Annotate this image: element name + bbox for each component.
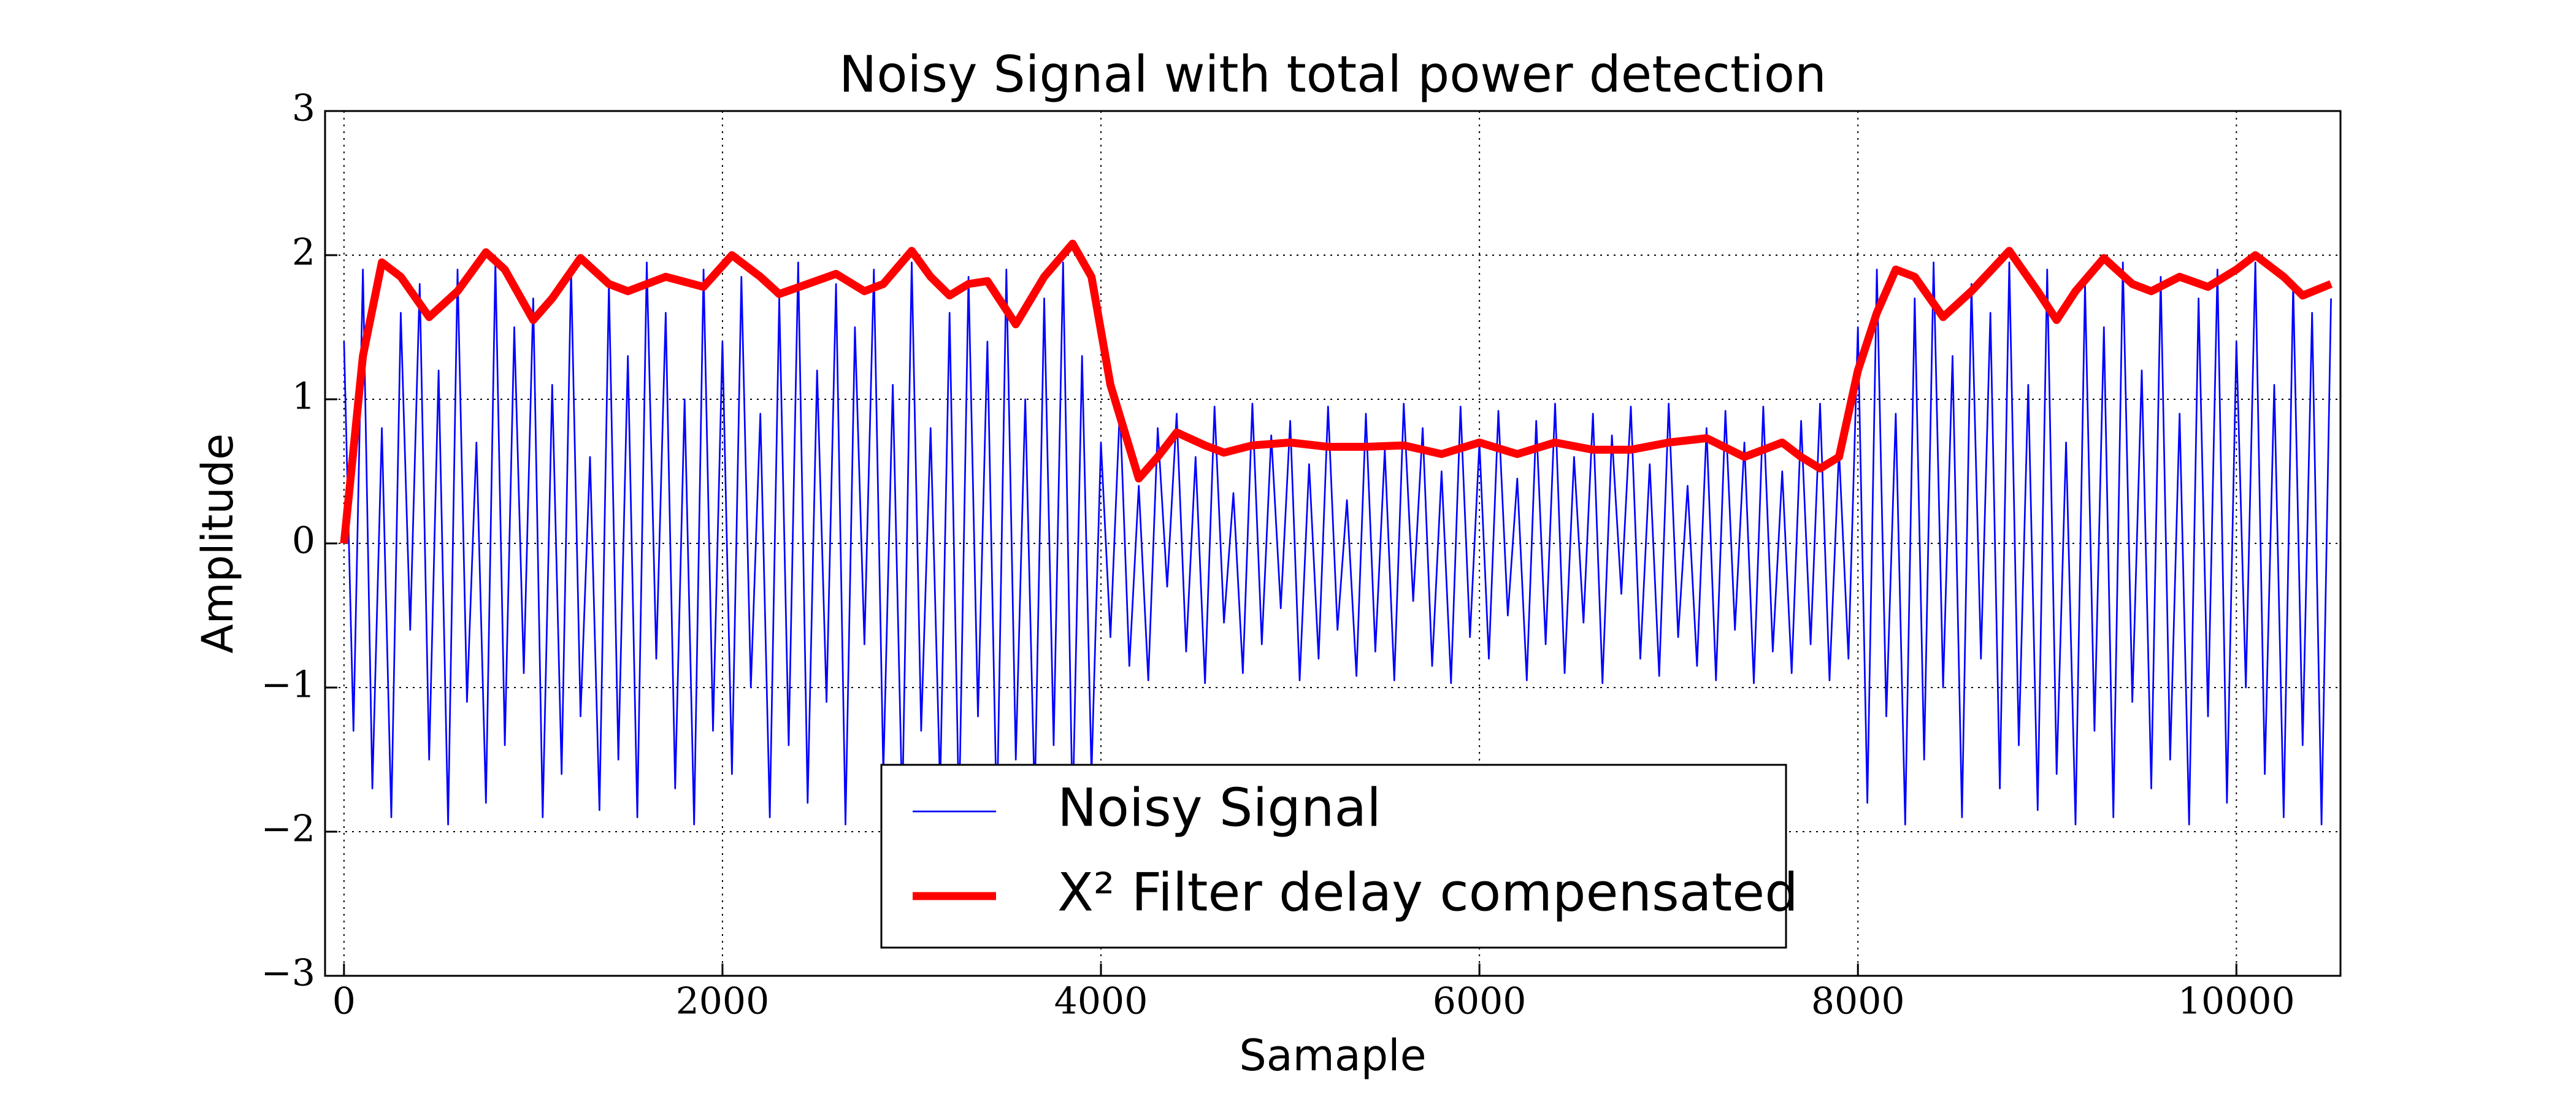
y-tick-label: −3 [261,952,315,995]
x-axis-label: Samaple [1239,1030,1426,1081]
grid [325,110,2340,976]
x-tick-label: 6000 [1433,980,1527,1023]
x-tick-label: 2000 [676,980,770,1023]
x-tick-label: 4000 [1054,980,1148,1023]
y-tick-label: 1 [292,375,315,418]
y-axis-label: Amplitude [193,434,243,654]
x-tick-label: 10000 [2178,980,2295,1023]
ticks: 0 2000 4000 6000 8000 10000 −3 −2 −1 0 1 2 3 [261,87,2295,1023]
chart-title: Noisy Signal with total power detection [839,45,1827,104]
plot-area [340,239,2333,826]
x-tick-label: 8000 [1811,980,1905,1023]
x-tick-label: 0 [332,980,356,1023]
legend-box [880,764,1787,949]
y-tick-label: −1 [261,664,315,707]
legend: Noisy Signal X² Filter delay compensated [880,764,1798,949]
y-tick-label: −2 [261,808,315,851]
y-tick-label: 2 [292,231,315,274]
legend-label: X² Filter delay compensated [1057,862,1798,923]
signal-line [343,261,2332,826]
y-tick-label: 3 [292,87,315,130]
y-tick-label: 0 [292,519,315,562]
legend-label: Noisy Signal [1057,777,1381,838]
filter-line [340,239,2333,544]
